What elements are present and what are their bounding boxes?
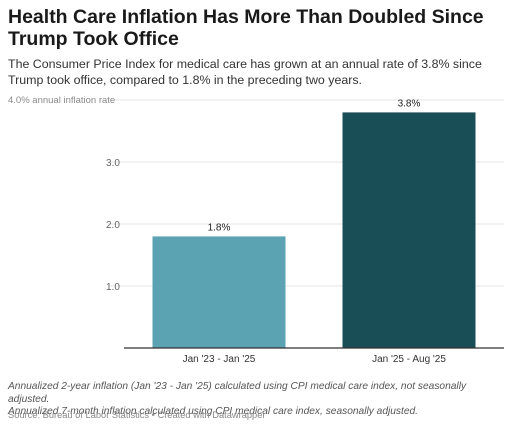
y-axis-top-label: 4.0% annual inflation rate (8, 95, 115, 106)
y-tick-label: 3.0 (106, 158, 120, 169)
x-tick-label: Jan '25 - Aug '25 (372, 354, 446, 365)
bar (152, 236, 286, 348)
chart-notes: Annualized 2-year inflation (Jan '23 - J… (8, 381, 508, 419)
chart-title: Health Care Inflation Has More Than Doub… (8, 6, 484, 50)
y-tick-label: 1.0 (106, 282, 120, 293)
data-label: 3.8% (398, 98, 421, 109)
data-label: 1.8% (208, 222, 231, 233)
note-line-1: Annualized 2-year inflation (Jan '23 - J… (8, 381, 467, 405)
bar-chart: 1.0 2.0 3.0 4.0% annual inflation rate 1.8% J… (8, 95, 504, 365)
chart-subtitle: The Consumer Price Index for medical car… (8, 57, 482, 87)
source-line: Source: Bureau of Labor Statistics • Cre… (8, 410, 266, 420)
x-tick-label: Jan '23 - Jan '25 (183, 354, 256, 365)
note-line-2: Annualized 7-month inflation calculated … (8, 406, 419, 418)
y-tick-label: 2.0 (106, 220, 120, 231)
bar (342, 112, 476, 349)
